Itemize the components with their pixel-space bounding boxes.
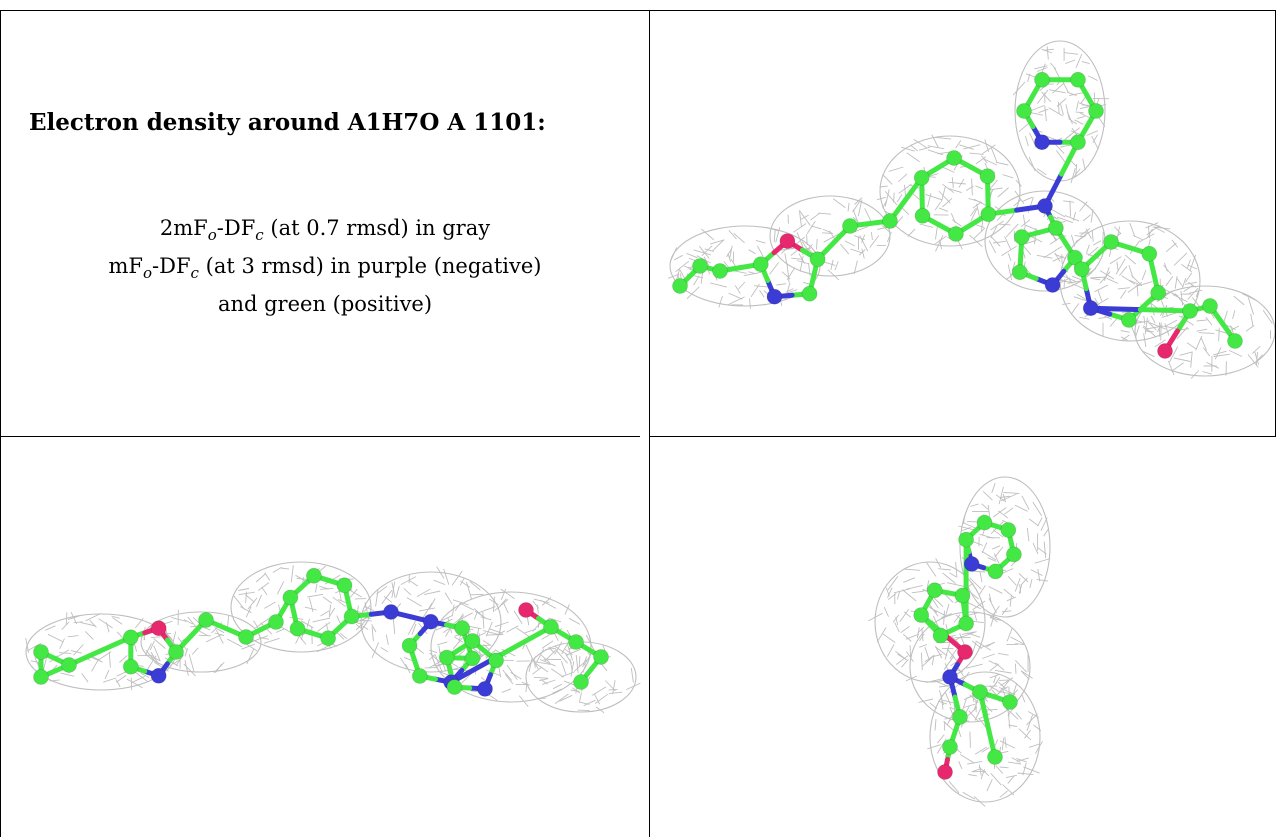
table-middle-rule — [649, 10, 650, 837]
molecule-top-view-image — [667, 40, 1275, 379]
molecule-end-view-image — [868, 476, 1051, 807]
legend-line-2mfo: 2mFo-DFc (at 0.7 rmsd) in gray — [159, 216, 491, 245]
table-row-rule-right — [649, 436, 1276, 437]
gray-mesh-side — [25, 561, 641, 714]
ligand-model-end — [913, 514, 1022, 780]
ligand-model-top — [672, 71, 1243, 359]
density-panel-top-view — [650, 11, 1275, 436]
ligand-model-side — [33, 567, 609, 697]
density-panel-end-view — [650, 437, 1276, 837]
gray-mesh-end — [868, 476, 1051, 807]
legend-line-mfo: mFo-DFc (at 3 rmsd) in purple (negative) — [108, 254, 542, 283]
table-top-rule — [0, 10, 1276, 11]
legend-line-green: and green (positive) — [217, 292, 433, 317]
molecule-side-view-image — [25, 561, 641, 714]
caption-cell: Electron density around A1H7O A 1101: 2m… — [1, 11, 649, 436]
caption-legend: 2mFo-DFc (at 0.7 rmsd) in gray mFo-DFc (… — [9, 213, 641, 320]
gray-mesh-top — [667, 40, 1275, 379]
density-panel-side-view — [1, 437, 649, 837]
table-row-rule-left — [0, 436, 640, 437]
table-left-rule — [0, 10, 1, 837]
caption-title: Electron density around A1H7O A 1101: — [29, 109, 546, 136]
